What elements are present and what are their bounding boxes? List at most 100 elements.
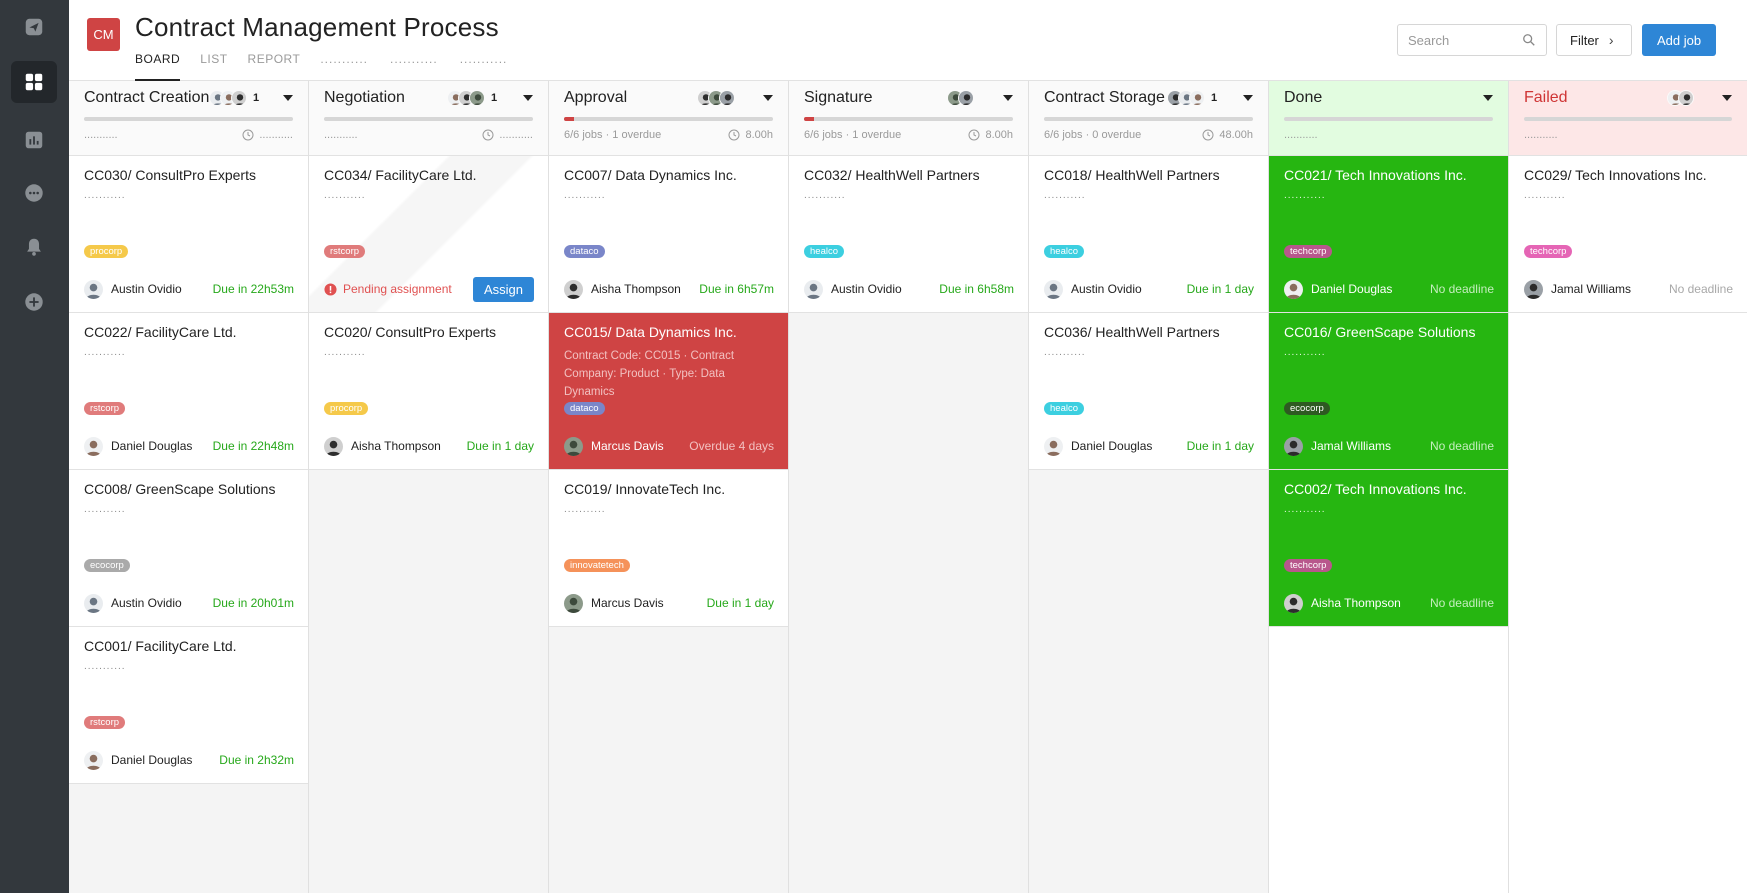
card-footer: Pending assignment Assign bbox=[324, 276, 534, 302]
tab-placeholder-2[interactable]: ........... bbox=[390, 52, 438, 66]
caret-down-icon[interactable] bbox=[283, 95, 293, 101]
assignee-name: Marcus Davis bbox=[591, 439, 664, 453]
due-status: Due in 1 day bbox=[1186, 439, 1254, 453]
chevron-right-icon: › bbox=[1608, 32, 1614, 48]
bell-icon bbox=[27, 238, 41, 256]
column-assignees[interactable] bbox=[1667, 90, 1694, 106]
add-job-button[interactable]: Add job bbox=[1642, 24, 1716, 56]
company-tag: innovatetech bbox=[564, 559, 630, 572]
card-subtitle: ........... bbox=[84, 504, 126, 515]
assignee-name: Aisha Thompson bbox=[351, 439, 441, 453]
column-time-value: ........... bbox=[499, 129, 533, 141]
caret-down-icon[interactable] bbox=[1003, 95, 1013, 101]
job-card[interactable]: CC022/ FacilityCare Ltd............ rstco… bbox=[69, 313, 308, 470]
tab-board[interactable]: BOARD bbox=[135, 50, 181, 81]
column-negotiation: Negotiation 1...................... CC034/… bbox=[309, 81, 549, 893]
sidebar-item-more[interactable] bbox=[11, 172, 57, 214]
assign-button[interactable]: Assign bbox=[473, 276, 534, 302]
card-footer: Aisha Thompson Due in 6h57m bbox=[564, 279, 774, 299]
column-assignees[interactable] bbox=[947, 90, 974, 106]
company-tag: healco bbox=[804, 245, 844, 258]
card-subtitle: ........... bbox=[324, 347, 366, 358]
due-status: Due in 22h48m bbox=[212, 439, 294, 453]
caret-down-icon[interactable] bbox=[763, 95, 773, 101]
avatar bbox=[1284, 436, 1303, 456]
card-title: CC032/ HealthWell Partners bbox=[804, 167, 980, 183]
due-status: No deadline bbox=[1429, 282, 1494, 296]
sidebar-item-reports[interactable] bbox=[11, 119, 57, 161]
card-title: CC022/ FacilityCare Ltd. bbox=[84, 324, 237, 340]
avatar bbox=[564, 279, 583, 299]
column-contract-storage: Contract Storage 1 6/6 jobs · 0 overdue 48.… bbox=[1029, 81, 1269, 893]
caret-down-icon[interactable] bbox=[1243, 95, 1253, 101]
caret-down-icon[interactable] bbox=[1483, 95, 1493, 101]
job-card[interactable]: CC015/ Data Dynamics Inc. Contract Code: … bbox=[549, 313, 788, 470]
assignee-name: Daniel Douglas bbox=[111, 753, 193, 767]
card-footer: Daniel Douglas Due in 1 day bbox=[1044, 436, 1254, 456]
job-card[interactable]: CC034/ FacilityCare Ltd............ rstco… bbox=[309, 156, 548, 313]
tab-list[interactable]: LIST bbox=[200, 52, 228, 66]
assignee-avatar bbox=[719, 90, 735, 106]
column-time: ........... bbox=[242, 129, 293, 141]
job-card[interactable]: CC036/ HealthWell Partners........... hea… bbox=[1029, 313, 1268, 470]
card-footer: Aisha Thompson No deadline bbox=[1284, 593, 1494, 613]
chart-icon bbox=[25, 131, 43, 149]
job-card[interactable]: CC001/ FacilityCare Ltd............ rstco… bbox=[69, 627, 308, 784]
assignee-name: Daniel Douglas bbox=[1071, 439, 1153, 453]
column-assignees[interactable]: 1 bbox=[1167, 90, 1217, 106]
company-tag: techcorp bbox=[1284, 559, 1333, 572]
due-status: Due in 20h01m bbox=[212, 596, 294, 610]
sidebar-item-send[interactable] bbox=[11, 6, 57, 48]
job-card[interactable]: CC008/ GreenScape Solutions........... ec… bbox=[69, 470, 308, 627]
job-card[interactable]: CC019/ InnovateTech Inc............ innov… bbox=[549, 470, 788, 627]
card-footer: Marcus Davis Due in 1 day bbox=[564, 593, 774, 613]
tab-placeholder-1[interactable]: ........... bbox=[320, 52, 369, 66]
job-card[interactable]: CC007/ Data Dynamics Inc............ data… bbox=[549, 156, 788, 313]
column-header: Signature 6/6 jobs · 1 overdue 8.00h bbox=[789, 81, 1028, 156]
card-subtitle: ........... bbox=[1044, 190, 1086, 201]
search-input[interactable] bbox=[1408, 32, 1513, 48]
job-card[interactable]: CC021/ Tech Innovations Inc............ t… bbox=[1269, 156, 1508, 313]
card-footer: Daniel Douglas Due in 2h32m bbox=[84, 750, 294, 770]
column-progress-fill bbox=[564, 117, 575, 121]
column-assignees[interactable]: 1 bbox=[447, 90, 497, 106]
column-failed: Failed........... CC029/ Tech Innovations… bbox=[1509, 81, 1747, 893]
column-header: Contract Storage 1 6/6 jobs · 0 overdue 48.… bbox=[1029, 81, 1268, 156]
column-time-value: ........... bbox=[259, 129, 293, 141]
card-title: CC007/ Data Dynamics Inc. bbox=[564, 167, 737, 183]
filter-button[interactable]: Filter › bbox=[1556, 24, 1632, 56]
card-subtitle: ........... bbox=[804, 190, 846, 201]
tab-report[interactable]: REPORT bbox=[247, 52, 301, 66]
clock-icon bbox=[968, 129, 980, 141]
column-title: Failed bbox=[1524, 89, 1568, 106]
avatar bbox=[1044, 436, 1063, 456]
job-card[interactable]: CC002/ Tech Innovations Inc............ t… bbox=[1269, 470, 1508, 627]
sidebar-item-board[interactable] bbox=[11, 61, 57, 103]
column-assignees[interactable] bbox=[697, 90, 735, 106]
card-subtitle: ........... bbox=[84, 347, 126, 358]
card-footer: Marcus Davis Overdue 4 days bbox=[564, 436, 774, 456]
search-icon[interactable] bbox=[1522, 33, 1536, 47]
caret-down-icon[interactable] bbox=[523, 95, 533, 101]
card-subtitle: ........... bbox=[564, 504, 606, 515]
caret-down-icon[interactable] bbox=[1722, 95, 1732, 101]
job-card[interactable]: CC030/ ConsultPro Experts........... proc… bbox=[69, 156, 308, 313]
column-assignees[interactable]: 1 bbox=[209, 90, 259, 106]
column-meta: 6/6 jobs · 1 overdue bbox=[564, 129, 662, 141]
due-status: Due in 22h53m bbox=[212, 282, 294, 296]
add-icon bbox=[25, 293, 43, 311]
job-card[interactable]: CC018/ HealthWell Partners........... hea… bbox=[1029, 156, 1268, 313]
company-tag: ecocorp bbox=[84, 559, 130, 572]
assignee-avatar bbox=[1678, 90, 1694, 106]
assignee-name: Daniel Douglas bbox=[111, 439, 193, 453]
job-card[interactable]: CC029/ Tech Innovations Inc............ t… bbox=[1509, 156, 1747, 313]
job-card[interactable]: CC020/ ConsultPro Experts........... proc… bbox=[309, 313, 548, 470]
filter-label: Filter bbox=[1570, 32, 1599, 48]
job-card[interactable]: CC032/ HealthWell Partners........... hea… bbox=[789, 156, 1028, 313]
sidebar-item-notifications[interactable] bbox=[11, 226, 57, 268]
card-footer: Daniel Douglas Due in 22h48m bbox=[84, 436, 294, 456]
assignee-name: Marcus Davis bbox=[591, 596, 664, 610]
sidebar-item-add[interactable] bbox=[11, 281, 57, 323]
tab-placeholder-3[interactable]: ........... bbox=[459, 52, 508, 66]
job-card[interactable]: CC016/ GreenScape Solutions........... ec… bbox=[1269, 313, 1508, 470]
